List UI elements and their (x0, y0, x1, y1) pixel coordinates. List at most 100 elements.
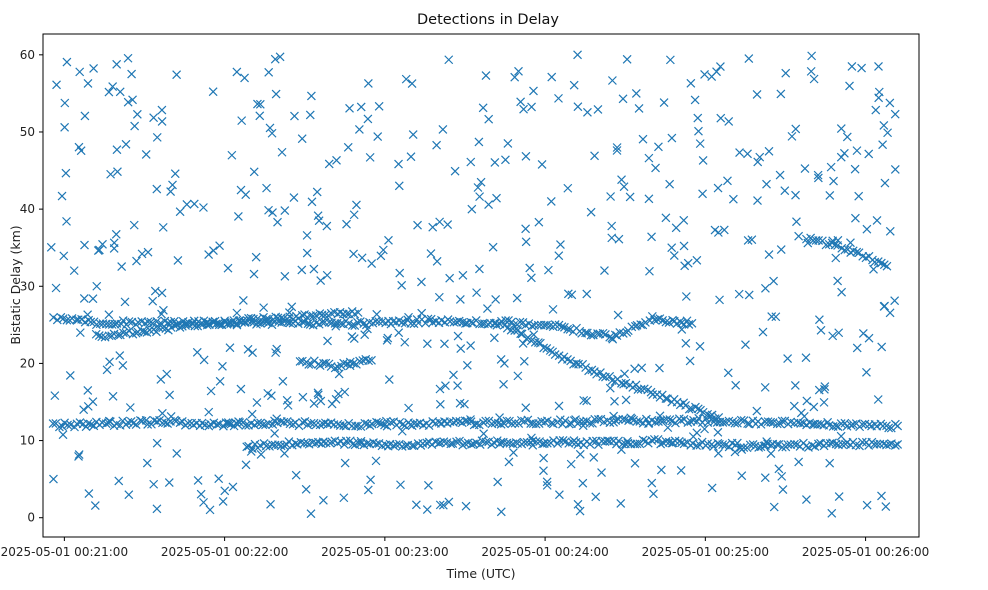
data-point-x-marker (743, 419, 752, 429)
data-point-x-marker (591, 492, 601, 502)
data-point-x-marker (422, 339, 432, 349)
data-point-x-marker (60, 98, 70, 108)
data-point-x-marker (649, 489, 658, 499)
data-point-x-marker (715, 295, 724, 305)
data-point-x-marker (771, 312, 781, 322)
data-point-x-marker (339, 493, 349, 503)
data-point-x-marker (404, 312, 413, 322)
data-point-x-marker (777, 416, 787, 426)
data-point-x-marker (507, 419, 517, 429)
data-point-x-marker (834, 492, 844, 501)
data-point-x-marker (452, 437, 461, 447)
data-point-x-marker (340, 458, 350, 468)
x-tick-label: 2025-05-01 00:24:00 (481, 545, 608, 559)
data-point-x-marker (542, 477, 552, 487)
data-point-x-marker (467, 440, 476, 449)
data-point-x-marker (449, 317, 459, 327)
data-point-x-marker (408, 130, 418, 139)
data-point-x-marker (713, 448, 723, 458)
data-point-x-marker (237, 116, 247, 126)
data-point-x-marker (236, 384, 246, 394)
data-point-x-marker (247, 409, 257, 419)
data-point-x-marker (98, 239, 107, 249)
data-point-x-marker (796, 408, 806, 418)
data-point-x-marker (298, 417, 307, 427)
data-point-x-marker (528, 440, 538, 450)
data-point-x-marker (555, 436, 565, 445)
data-point-x-marker (223, 263, 233, 273)
data-point-x-marker (608, 334, 618, 344)
data-point-x-marker (372, 309, 382, 319)
data-point-x-marker (406, 152, 416, 162)
data-point-x-marker (558, 436, 568, 445)
data-point-x-marker (121, 139, 131, 149)
data-point-x-marker (491, 294, 501, 304)
data-point-x-marker (590, 151, 599, 161)
data-point-x-marker (606, 192, 616, 201)
data-point-x-marker (407, 79, 417, 88)
data-point-x-marker (519, 437, 529, 447)
data-point-x-marker (777, 471, 787, 481)
data-point-x-marker (374, 101, 384, 111)
data-point-x-marker (883, 128, 893, 138)
data-point-x-marker (567, 290, 577, 300)
data-point-x-marker (129, 418, 138, 428)
data-point-x-marker (466, 157, 476, 167)
data-point-x-marker (890, 109, 900, 119)
data-point-x-marker (435, 217, 445, 227)
data-point-x-marker (583, 107, 592, 117)
data-point-x-marker (791, 124, 801, 134)
data-point-x-marker (323, 336, 332, 346)
data-point-x-marker (104, 310, 114, 320)
data-point-x-marker (521, 151, 531, 161)
x-axis: 2025-05-01 00:21:00 2025-05-01 00:22:00 20… (1, 537, 929, 559)
y-tick-label: 0 (27, 511, 35, 525)
data-point-x-marker (303, 319, 313, 329)
data-point-x-marker (264, 205, 273, 215)
data-point-x-marker (669, 251, 679, 260)
data-point-x-marker (800, 164, 810, 173)
data-point-x-marker (831, 421, 841, 431)
data-point-x-marker (686, 78, 696, 88)
data-point-x-marker (57, 191, 67, 201)
data-point-x-marker (73, 315, 83, 325)
data-point-x-marker (755, 152, 765, 162)
data-point-x-marker (674, 436, 684, 446)
data-point-x-marker (655, 363, 664, 373)
data-point-x-marker (864, 149, 874, 159)
data-point-x-marker (820, 382, 830, 391)
data-point-x-marker (790, 439, 799, 449)
data-point-x-marker (301, 484, 311, 494)
data-point-x-marker (204, 250, 214, 259)
data-point-x-marker (203, 318, 213, 327)
data-point-x-marker (794, 457, 804, 467)
data-point-x-marker (885, 226, 895, 236)
data-point-x-marker (478, 103, 488, 113)
data-point-x-marker (736, 415, 746, 425)
data-point-x-marker (518, 338, 528, 348)
data-point-x-marker (359, 319, 369, 328)
data-point-x-marker (829, 176, 838, 186)
data-point-x-marker (650, 315, 660, 325)
data-point-x-marker (462, 360, 472, 370)
data-point-x-marker (137, 249, 147, 259)
data-point-x-marker (353, 308, 363, 317)
data-point-x-marker (745, 440, 755, 450)
data-point-x-marker (698, 407, 708, 417)
data-point-x-marker (80, 111, 90, 121)
data-point-x-marker (240, 73, 249, 83)
data-point-x-marker (510, 72, 520, 82)
data-point-x-marker (363, 485, 373, 495)
data-point-x-marker (217, 361, 227, 371)
data-point-x-marker (820, 384, 829, 394)
data-point-x-marker (356, 436, 366, 446)
data-point-x-marker (683, 258, 693, 268)
data-point-x-marker (806, 66, 816, 76)
data-point-x-marker (62, 216, 71, 226)
data-point-x-marker (228, 482, 238, 492)
data-point-x-marker (493, 477, 503, 487)
data-point-x-marker (546, 197, 556, 206)
data-point-x-marker (149, 113, 159, 123)
data-point-x-marker (104, 331, 114, 341)
data-point-x-marker (884, 423, 894, 433)
